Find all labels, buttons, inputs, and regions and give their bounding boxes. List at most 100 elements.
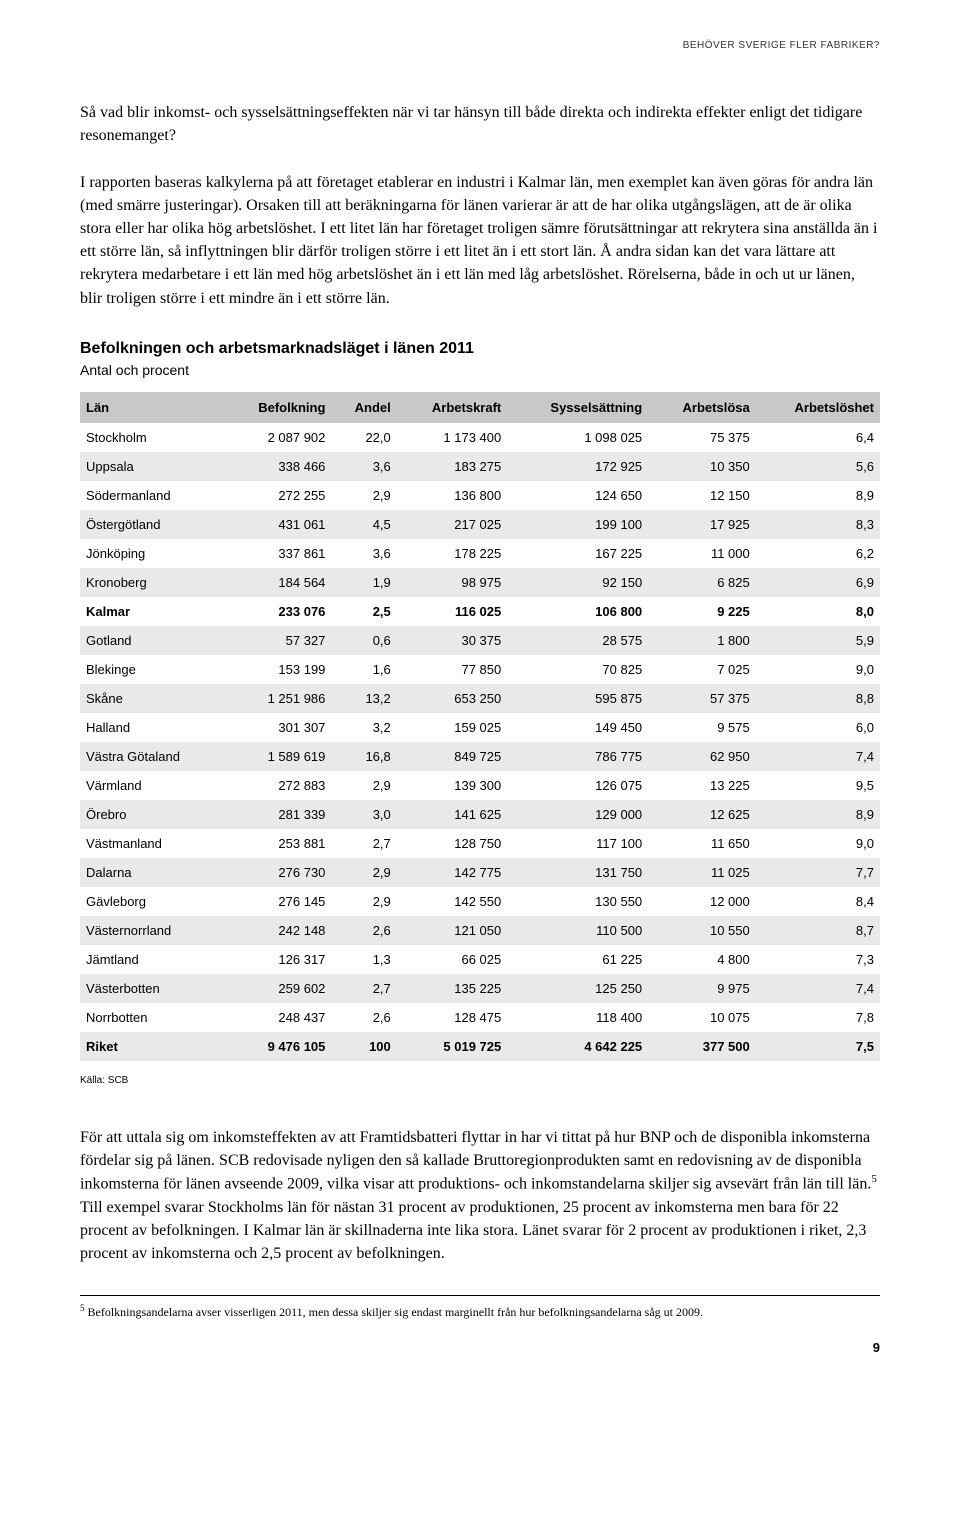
table-row: Västernorrland242 1482,6121 050110 50010… [80, 916, 880, 945]
cell-value: 1 251 986 [224, 684, 332, 713]
cell-value: 149 450 [507, 713, 648, 742]
cell-value: 28 575 [507, 626, 648, 655]
cell-lan: Norrbotten [80, 1003, 224, 1032]
cell-lan: Västmanland [80, 829, 224, 858]
cell-value: 8,4 [756, 887, 880, 916]
cell-value: 3,6 [331, 452, 396, 481]
cell-value: 98 975 [397, 568, 507, 597]
cell-value: 10 350 [648, 452, 756, 481]
cell-value: 849 725 [397, 742, 507, 771]
closing-paragraph: För att uttala sig om inkomsteffekten av… [80, 1126, 880, 1265]
cell-value: 184 564 [224, 568, 332, 597]
table-subtitle: Antal och procent [80, 362, 880, 378]
cell-lan: Västernorrland [80, 916, 224, 945]
cell-value: 92 150 [507, 568, 648, 597]
population-table: Län Befolkning Andel Arbetskraft Syssels… [80, 392, 880, 1061]
table-row: Västmanland253 8812,7128 750117 10011 65… [80, 829, 880, 858]
cell-value: 75 375 [648, 423, 756, 452]
cell-value: 110 500 [507, 916, 648, 945]
cell-value: 272 883 [224, 771, 332, 800]
cell-value: 1 173 400 [397, 423, 507, 452]
cell-value: 11 650 [648, 829, 756, 858]
cell-value: 7,5 [756, 1032, 880, 1061]
cell-value: 136 800 [397, 481, 507, 510]
table-row: Örebro281 3393,0141 625129 00012 6258,9 [80, 800, 880, 829]
cell-value: 2,9 [331, 481, 396, 510]
cell-value: 9 575 [648, 713, 756, 742]
cell-value: 142 775 [397, 858, 507, 887]
cell-value: 139 300 [397, 771, 507, 800]
cell-value: 7,3 [756, 945, 880, 974]
cell-lan: Dalarna [80, 858, 224, 887]
cell-value: 131 750 [507, 858, 648, 887]
paragraph-3: För att uttala sig om inkomsteffekten av… [80, 1126, 880, 1265]
cell-value: 1,3 [331, 945, 396, 974]
cell-lan: Örebro [80, 800, 224, 829]
cell-value: 62 950 [648, 742, 756, 771]
cell-lan: Riket [80, 1032, 224, 1061]
cell-value: 248 437 [224, 1003, 332, 1032]
cell-value: 159 025 [397, 713, 507, 742]
cell-value: 9 225 [648, 597, 756, 626]
paragraph-2: I rapporten baseras kalkylerna på att fö… [80, 171, 880, 310]
cell-lan: Gotland [80, 626, 224, 655]
cell-value: 16,8 [331, 742, 396, 771]
page-number: 9 [80, 1340, 880, 1355]
cell-value: 129 000 [507, 800, 648, 829]
cell-value: 7,7 [756, 858, 880, 887]
cell-value: 6,4 [756, 423, 880, 452]
cell-value: 167 225 [507, 539, 648, 568]
cell-value: 233 076 [224, 597, 332, 626]
footnote-rule [80, 1295, 880, 1296]
table-row: Östergötland431 0614,5217 025199 10017 9… [80, 510, 880, 539]
cell-lan: Uppsala [80, 452, 224, 481]
cell-value: 4 642 225 [507, 1032, 648, 1061]
cell-value: 125 250 [507, 974, 648, 1003]
cell-value: 595 875 [507, 684, 648, 713]
cell-value: 8,9 [756, 481, 880, 510]
table-row: Kronoberg184 5641,998 97592 1506 8256,9 [80, 568, 880, 597]
cell-value: 77 850 [397, 655, 507, 684]
cell-value: 281 339 [224, 800, 332, 829]
cell-value: 11 025 [648, 858, 756, 887]
cell-value: 199 100 [507, 510, 648, 539]
cell-value: 3,2 [331, 713, 396, 742]
col-arbetskraft: Arbetskraft [397, 392, 507, 423]
cell-lan: Jönköping [80, 539, 224, 568]
cell-value: 0,6 [331, 626, 396, 655]
col-befolkning: Befolkning [224, 392, 332, 423]
cell-lan: Blekinge [80, 655, 224, 684]
table-row: Halland301 3073,2159 025149 4509 5756,0 [80, 713, 880, 742]
cell-value: 6 825 [648, 568, 756, 597]
table-source: Källa: SCB [80, 1075, 880, 1086]
cell-value: 7,4 [756, 974, 880, 1003]
cell-value: 2,5 [331, 597, 396, 626]
cell-value: 8,8 [756, 684, 880, 713]
cell-value: 653 250 [397, 684, 507, 713]
cell-value: 100 [331, 1032, 396, 1061]
cell-value: 7,8 [756, 1003, 880, 1032]
cell-value: 259 602 [224, 974, 332, 1003]
cell-value: 57 327 [224, 626, 332, 655]
cell-value: 135 225 [397, 974, 507, 1003]
footnote-5: 5 Befolkningsandelarna avser visserligen… [80, 1302, 880, 1320]
col-sysselsattning: Sysselsättning [507, 392, 648, 423]
cell-value: 128 750 [397, 829, 507, 858]
cell-value: 121 050 [397, 916, 507, 945]
table-row: Kalmar233 0762,5116 025106 8009 2258,0 [80, 597, 880, 626]
running-header: BEHÖVER SVERIGE FLER FABRIKER? [80, 40, 880, 51]
cell-value: 6,2 [756, 539, 880, 568]
table-row: Blekinge153 1991,677 85070 8257 0259,0 [80, 655, 880, 684]
cell-lan: Värmland [80, 771, 224, 800]
cell-value: 61 225 [507, 945, 648, 974]
cell-lan: Västerbotten [80, 974, 224, 1003]
table-header-row: Län Befolkning Andel Arbetskraft Syssels… [80, 392, 880, 423]
footnote-ref-5: 5 [871, 1173, 877, 1185]
cell-value: 9,5 [756, 771, 880, 800]
table-row: Jämtland126 3171,366 02561 2254 8007,3 [80, 945, 880, 974]
cell-value: 431 061 [224, 510, 332, 539]
col-andel: Andel [331, 392, 396, 423]
cell-value: 124 650 [507, 481, 648, 510]
cell-value: 5,9 [756, 626, 880, 655]
table-row: Skåne1 251 98613,2653 250595 87557 3758,… [80, 684, 880, 713]
